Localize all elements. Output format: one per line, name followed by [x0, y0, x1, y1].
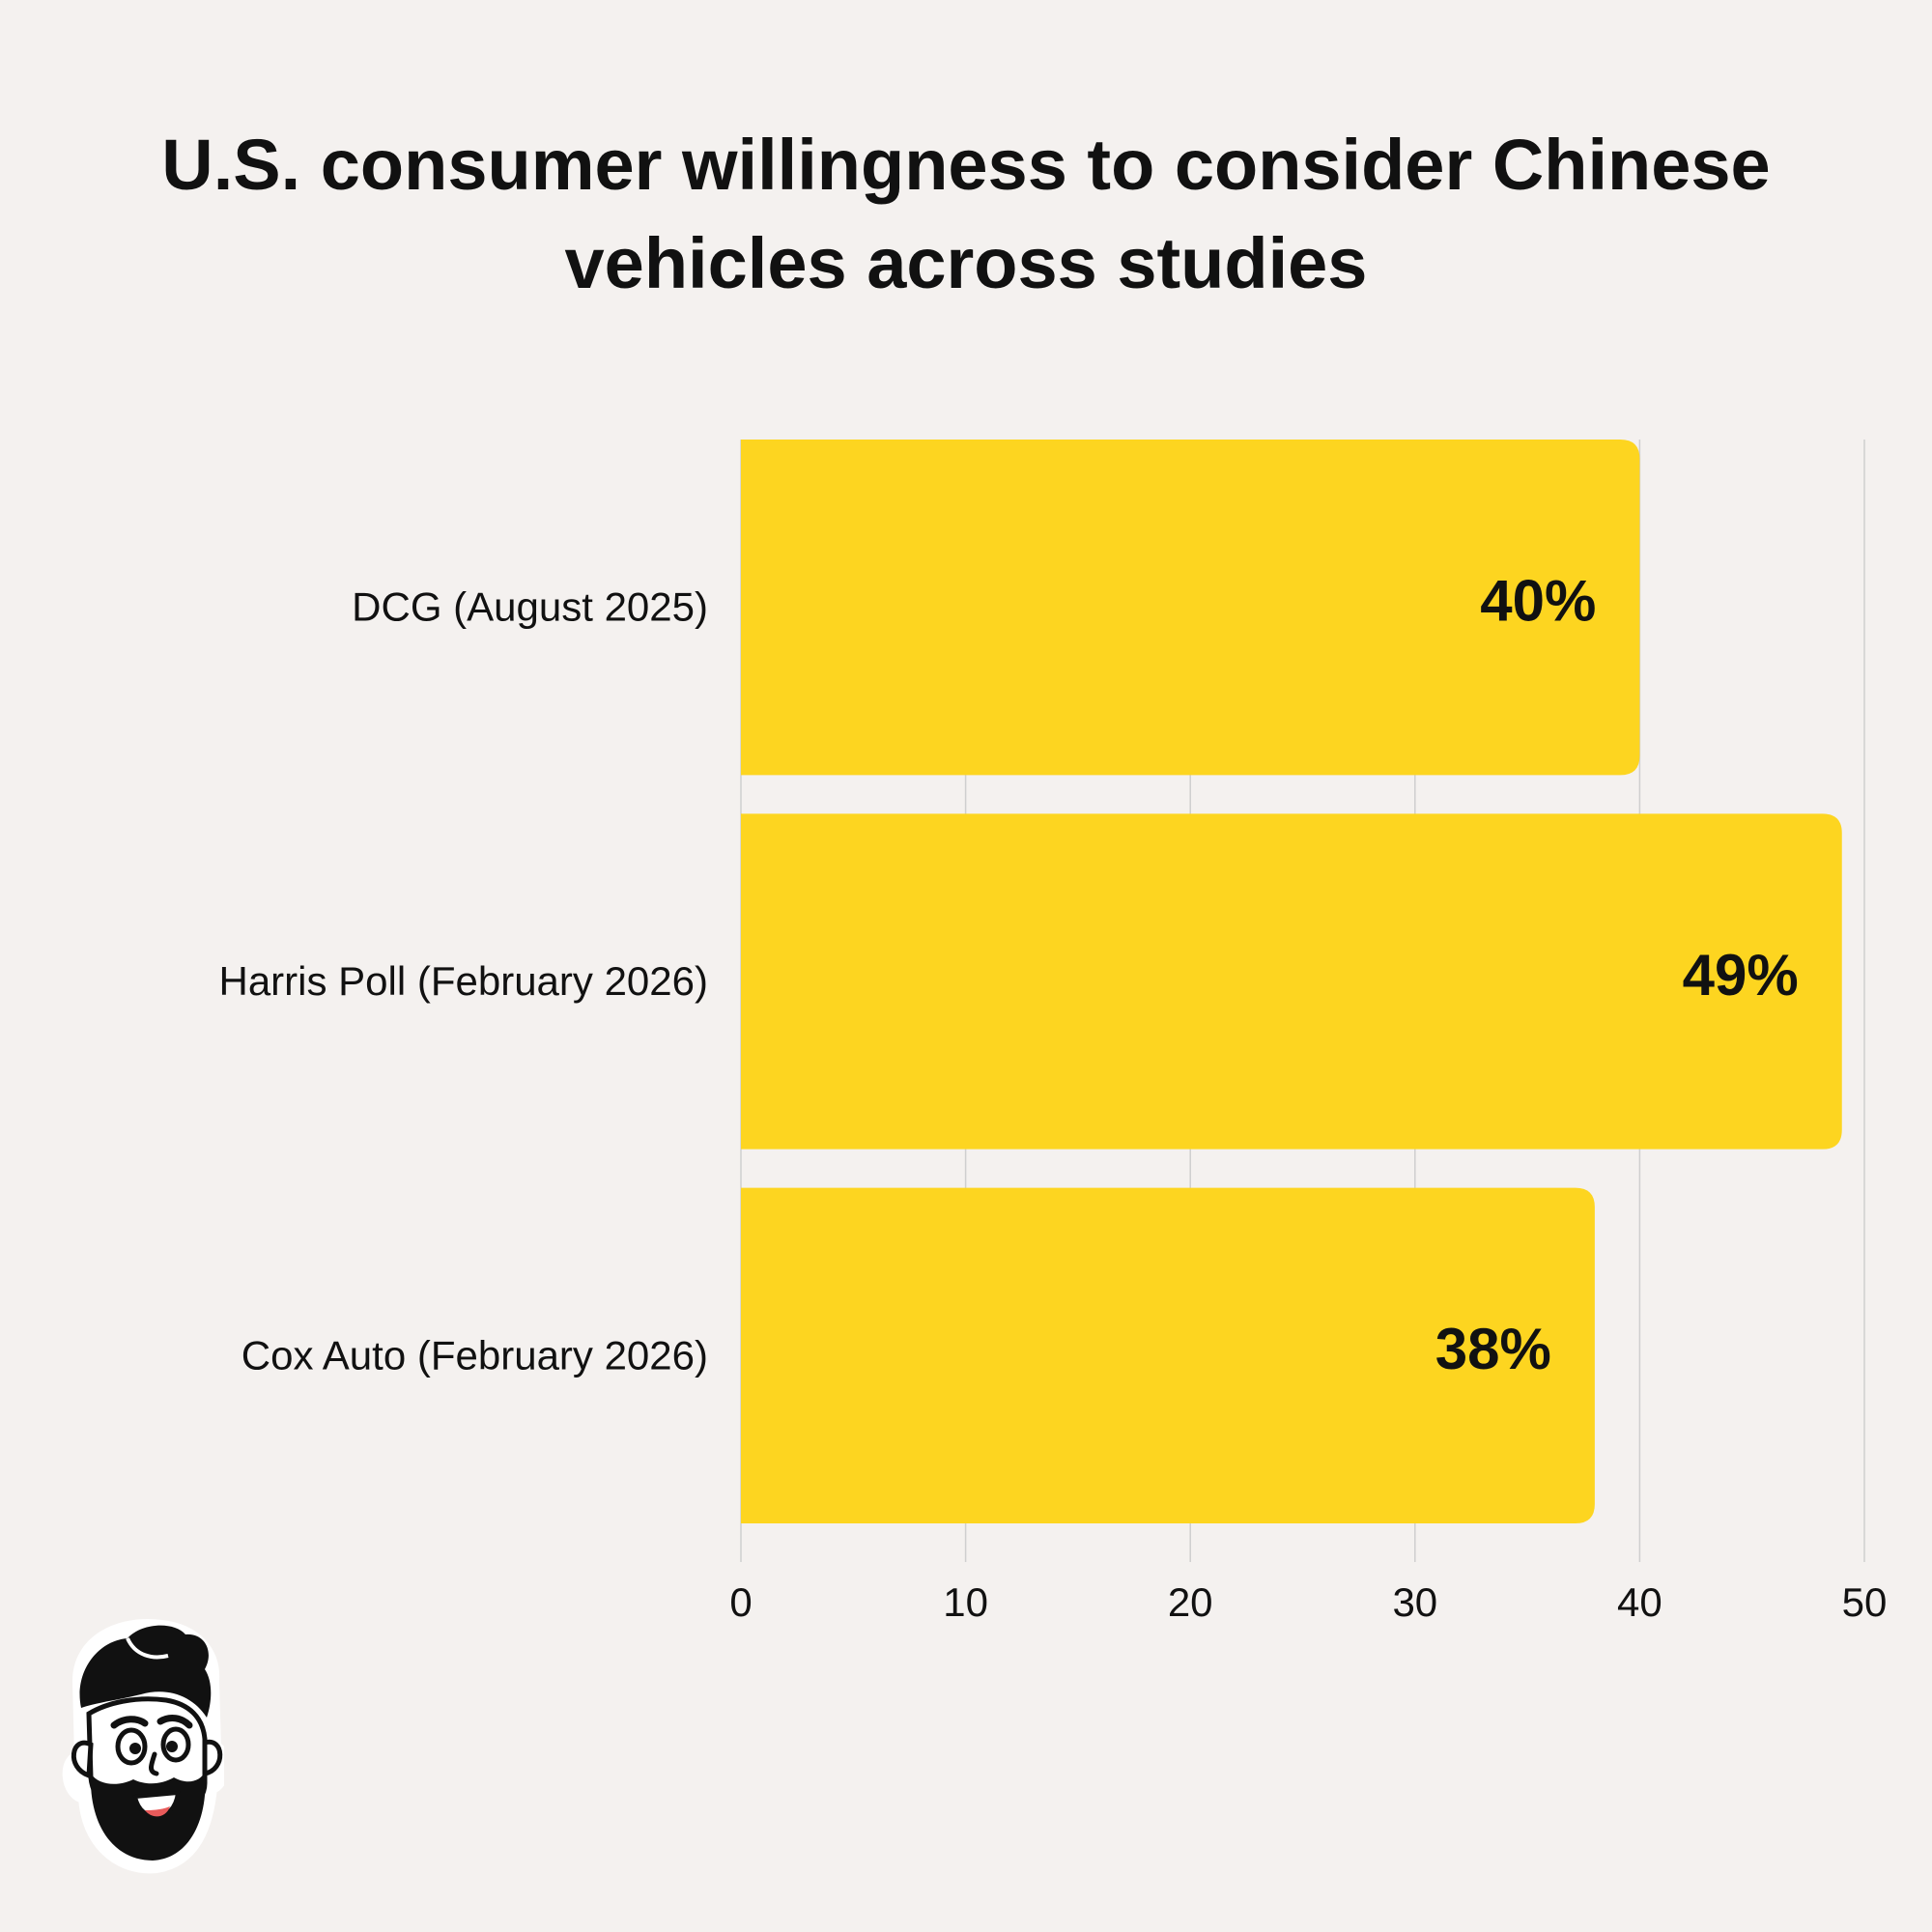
- x-tick-label-10: 10: [943, 1579, 988, 1625]
- bar-3: [741, 1187, 1595, 1523]
- data-label-2: 49%: [1683, 943, 1799, 1008]
- x-axis-ticks: 0 10 20 30 40 50: [729, 1579, 1887, 1625]
- bearded-man-mascot-icon: [62, 1619, 224, 1874]
- data-label-1: 40%: [1480, 569, 1596, 634]
- chart-title-line-2: vehicles across studies: [564, 223, 1368, 303]
- category-label-1: DCG (August 2025): [352, 584, 708, 630]
- bars: [741, 440, 1842, 1523]
- x-tick-label-30: 30: [1392, 1579, 1437, 1625]
- chart-title: U.S. consumer willingness to consider Ch…: [97, 116, 1835, 313]
- x-tick-label-40: 40: [1617, 1579, 1662, 1625]
- x-tick-label-20: 20: [1168, 1579, 1213, 1625]
- chart-title-line-1: U.S. consumer willingness to consider Ch…: [161, 125, 1771, 205]
- x-tick-label-0: 0: [729, 1579, 752, 1625]
- bar-1: [741, 440, 1640, 776]
- category-labels: DCG (August 2025) Harris Poll (February 2…: [218, 584, 708, 1378]
- x-tick-label-50: 50: [1842, 1579, 1888, 1625]
- data-labels: 40% 49% 38%: [1435, 569, 1799, 1382]
- category-label-3: Cox Auto (February 2026): [242, 1332, 708, 1378]
- category-label-2: Harris Poll (February 2026): [218, 958, 708, 1004]
- bar-2: [741, 813, 1842, 1150]
- data-label-3: 38%: [1435, 1317, 1551, 1381]
